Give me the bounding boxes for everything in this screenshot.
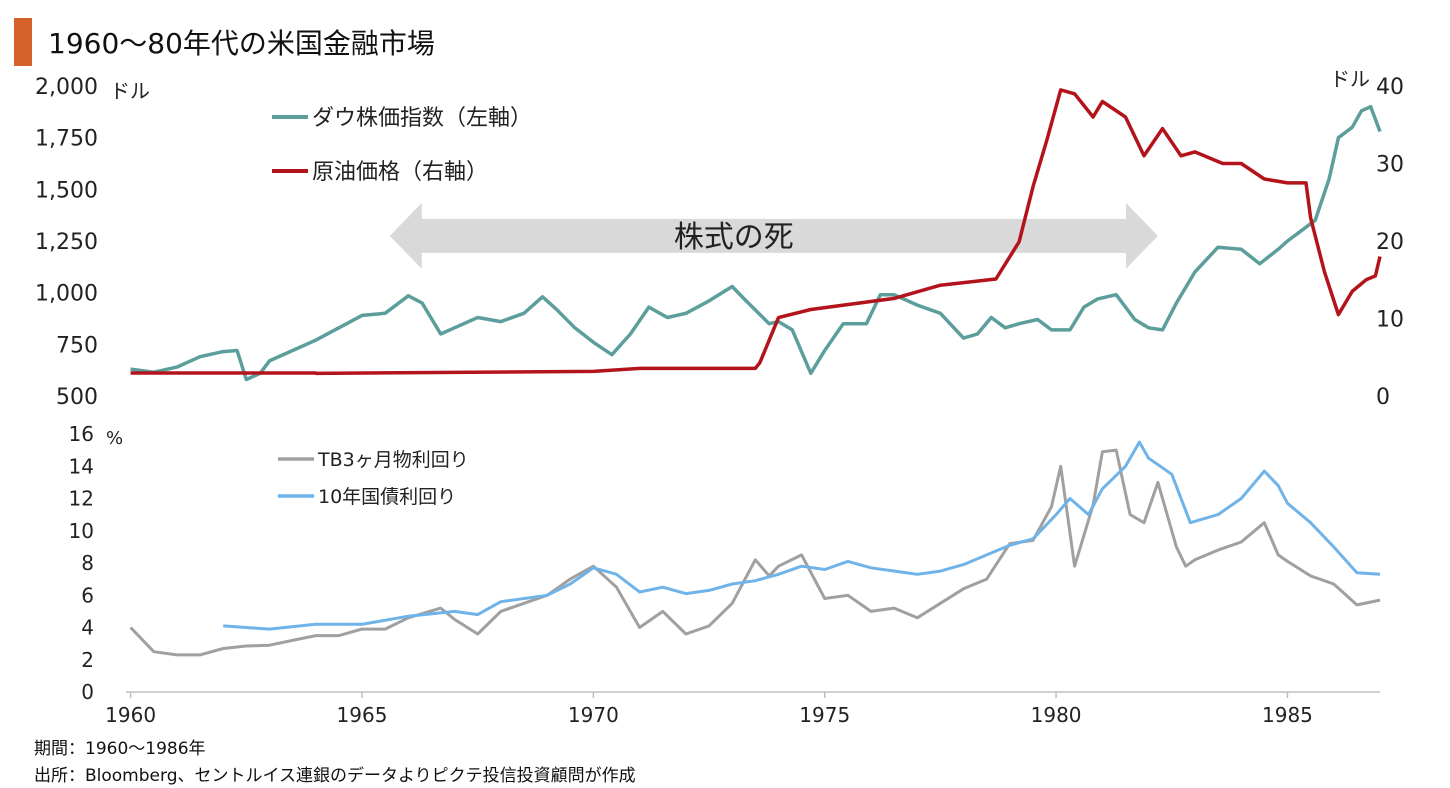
right-tick-label: 0 bbox=[1376, 385, 1390, 410]
y-axis-unit: % bbox=[106, 428, 123, 449]
legend-label-dow: ダウ株価指数（左軸） bbox=[312, 106, 532, 131]
x-tick-label: 1975 bbox=[799, 703, 850, 727]
yield-chart: 0 2 4 6 8 10 12 14 16 % 1960 1965 1970 1975 1980 1985… bbox=[69, 422, 1381, 727]
right-axis-ticks: 0 10 20 30 40 bbox=[1376, 75, 1404, 410]
series-line-oil bbox=[130, 88, 1382, 376]
y-tick-label: 16 bbox=[69, 422, 94, 446]
left-tick-label: 750 bbox=[56, 333, 98, 358]
right-tick-label: 40 bbox=[1376, 75, 1404, 100]
y-tick-label: 4 bbox=[81, 616, 94, 640]
left-tick-label: 500 bbox=[56, 385, 98, 410]
legend-bottom: TB3ヶ月物利回り 10年国債利回り bbox=[278, 449, 469, 508]
left-tick-label: 2,000 bbox=[35, 75, 98, 100]
right-tick-label: 20 bbox=[1376, 230, 1404, 255]
y-tick-label: 0 bbox=[81, 680, 94, 704]
x-tick-label: 1960 bbox=[105, 703, 156, 727]
y-tick-label: 14 bbox=[69, 454, 94, 478]
legend-top: ダウ株価指数（左軸） 原油価格（右軸） bbox=[272, 106, 532, 185]
y-tick-label: 2 bbox=[81, 648, 94, 672]
x-axis-ticks: 1960 1965 1970 1975 1980 1985 bbox=[105, 692, 1313, 727]
legend-label-10y: 10年国債利回り bbox=[318, 486, 456, 508]
legend-label-oil: 原油価格（右軸） bbox=[312, 160, 488, 185]
left-axis-ticks: 500 750 1,000 1,250 1,500 1,750 2,000 bbox=[35, 75, 98, 410]
right-tick-label: 30 bbox=[1376, 152, 1404, 177]
legend-label-tb3m: TB3ヶ月物利回り bbox=[317, 449, 469, 471]
y-tick-label: 8 bbox=[81, 551, 94, 575]
y-tick-label: 10 bbox=[69, 519, 94, 543]
series-line-dow bbox=[130, 104, 1382, 382]
x-tick-label: 1965 bbox=[337, 703, 388, 727]
left-tick-label: 1,750 bbox=[35, 127, 98, 152]
left-tick-label: 1,500 bbox=[35, 178, 98, 203]
y-axis-ticks: 0 2 4 6 8 10 12 14 16 bbox=[69, 422, 94, 704]
y-tick-label: 6 bbox=[81, 583, 94, 607]
y-tick-label: 12 bbox=[69, 487, 94, 511]
x-tick-label: 1970 bbox=[568, 703, 619, 727]
right-axis-unit: ドル bbox=[1330, 67, 1370, 91]
x-tick-label: 1985 bbox=[1262, 703, 1313, 727]
footnote-source: 出所：Bloomberg、セントルイス連銀のデータよりピクテ投信投資顧問が作成 bbox=[34, 766, 636, 786]
left-tick-label: 1,000 bbox=[35, 282, 98, 307]
double-arrow-annotation bbox=[389, 202, 1158, 269]
right-tick-label: 10 bbox=[1376, 307, 1404, 332]
series-line-tb3m bbox=[129, 448, 1381, 657]
page-title: 1960～80年代の米国金融市場 bbox=[48, 27, 435, 60]
annotation-label: 株式の死 bbox=[674, 220, 794, 255]
x-tick-label: 1980 bbox=[1031, 703, 1082, 727]
dow-oil-chart: 500 750 1,000 1,250 1,500 1,750 2,000 ドル 0 10 20… bbox=[35, 67, 1404, 410]
title-accent-bar bbox=[14, 18, 32, 66]
series-line-10y bbox=[223, 440, 1381, 631]
left-tick-label: 1,250 bbox=[35, 230, 98, 255]
left-axis-unit: ドル bbox=[110, 79, 150, 103]
footnote-period: 期間：1960～1986年 bbox=[34, 739, 206, 759]
